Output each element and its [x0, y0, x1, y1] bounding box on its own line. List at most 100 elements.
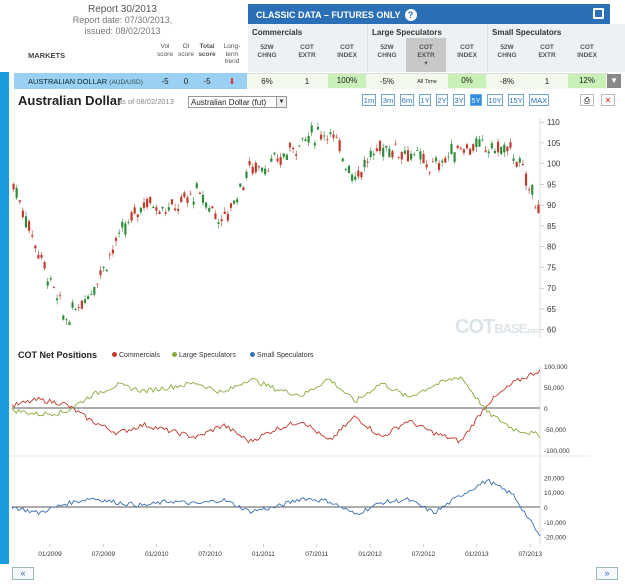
print-chart-icon[interactable]: ⎙	[580, 94, 594, 106]
price-candle	[155, 207, 158, 211]
period-button-15y[interactable]: 15Y	[508, 94, 524, 106]
price-candle	[515, 161, 518, 167]
prev-button[interactable]: «	[12, 567, 34, 580]
price-candle	[55, 298, 59, 301]
price-candle	[472, 144, 475, 151]
price-candle	[136, 214, 139, 218]
price-candle	[465, 144, 469, 149]
price-candle	[21, 210, 24, 218]
price-candle	[400, 152, 403, 160]
net-y-tick-label: -50,000	[544, 427, 566, 434]
group-title: Small Speculators	[492, 28, 562, 37]
col-cot-index[interactable]: COT INDEX	[457, 44, 477, 59]
price-candle	[344, 169, 347, 170]
period-button-1y[interactable]: 1Y	[419, 94, 431, 106]
price-candle	[291, 147, 295, 150]
price-candle	[307, 136, 310, 143]
price-candle	[310, 125, 313, 133]
price-candle	[124, 223, 127, 235]
price-candle	[410, 153, 413, 160]
as-of-date: as of 08/02/2013	[118, 97, 174, 106]
col-52w-chng[interactable]: 52W CHNG	[497, 44, 517, 59]
price-candle	[503, 144, 506, 153]
small-y-tick-label: 0	[544, 505, 548, 512]
col-cot-extr[interactable]: COT EXTR	[298, 44, 316, 59]
total-score: -5	[203, 77, 211, 86]
period-button-6m[interactable]: 6m	[400, 94, 414, 106]
price-candle	[394, 143, 397, 145]
vol-score: -5	[161, 77, 169, 86]
row-dropdown-button[interactable]: ▼	[607, 74, 621, 88]
col-cot-extr[interactable]: COT EXTR	[538, 44, 556, 59]
price-candle	[304, 139, 307, 142]
period-button-10y[interactable]: 10Y	[487, 94, 503, 106]
price-candle	[453, 152, 456, 162]
period-button-3y[interactable]: 3Y	[453, 94, 465, 106]
col-cot-index[interactable]: COT INDEX	[337, 44, 357, 59]
price-candle	[347, 165, 351, 174]
help-icon[interactable]: ?	[404, 9, 417, 21]
price-candle	[313, 142, 316, 146]
price-candle	[118, 232, 121, 234]
price-y-tick-label: 85	[547, 222, 556, 231]
price-candle	[27, 221, 31, 231]
group-title: Large Speculators	[372, 28, 442, 37]
watermark-logo: COTBASE.com	[455, 316, 540, 338]
market-name[interactable]: AUSTRALIAN DOLLAR (AUD/USD)	[28, 77, 143, 86]
legend-small-speculators: Small Speculators	[250, 352, 313, 359]
price-candle	[341, 158, 344, 162]
next-button[interactable]: »	[596, 567, 618, 580]
col-cot-extr-sorted[interactable]: COT EXTR ▾	[406, 38, 446, 72]
price-candle	[298, 145, 301, 147]
price-candle	[180, 196, 183, 203]
price-candle	[146, 198, 149, 208]
price-candle	[416, 150, 419, 151]
x-tick-label: 07/2013	[518, 551, 542, 558]
period-button-max[interactable]: MAX	[529, 94, 549, 106]
price-y-tick-label: 110	[547, 118, 560, 127]
period-button-3m[interactable]: 3m	[381, 94, 395, 106]
close-icon[interactable]: ✕	[601, 94, 615, 106]
col-52w-chng[interactable]: 52W CHNG	[377, 44, 397, 59]
price-candle	[254, 162, 257, 173]
price-candle	[512, 158, 515, 161]
price-y-tick-label: 90	[547, 201, 556, 210]
market-select[interactable]: Australian Dollar (fut) ▼	[188, 96, 287, 108]
col-oi-score[interactable]: OI score	[178, 43, 194, 58]
price-candle	[360, 172, 363, 178]
price-candle	[99, 270, 102, 276]
price-candle	[111, 249, 115, 254]
price-candle	[500, 146, 503, 155]
price-candle	[323, 135, 326, 137]
price-candle	[456, 145, 459, 149]
price-candle	[537, 204, 540, 214]
price-candle	[59, 295, 62, 297]
col-52w-chng[interactable]: 52W CHNG	[257, 44, 277, 59]
series-line-small-speculators	[11, 478, 541, 537]
col-total-score[interactable]: Total score	[198, 43, 216, 58]
price-candle	[375, 148, 379, 152]
price-candle	[93, 286, 96, 295]
price-candle	[46, 281, 49, 286]
x-tick-label: 01/2012	[358, 551, 382, 558]
period-button-5y[interactable]: 5Y	[470, 94, 482, 106]
price-candle	[133, 207, 136, 214]
price-candle	[332, 134, 335, 138]
col-long-term-trend[interactable]: Long-term trend	[223, 43, 241, 65]
price-candle	[31, 235, 34, 237]
price-candle	[422, 153, 425, 164]
market-row-highlight	[14, 73, 247, 89]
print-icon[interactable]	[593, 8, 604, 19]
col-vol-score[interactable]: Vol score	[157, 43, 173, 58]
price-candle	[15, 187, 18, 198]
col-cot-index[interactable]: COT INDEX	[577, 44, 597, 59]
price-candle	[288, 142, 292, 148]
x-tick-label: 01/2009	[38, 551, 62, 558]
price-candle	[406, 150, 410, 162]
price-candle	[208, 208, 211, 212]
series-line-commercials	[11, 369, 541, 444]
period-button-2y[interactable]: 2Y	[436, 94, 448, 106]
report-date: Report date: 07/30/2013,	[72, 15, 173, 25]
price-candle	[372, 154, 375, 156]
period-button-1m[interactable]: 1m	[362, 94, 376, 106]
